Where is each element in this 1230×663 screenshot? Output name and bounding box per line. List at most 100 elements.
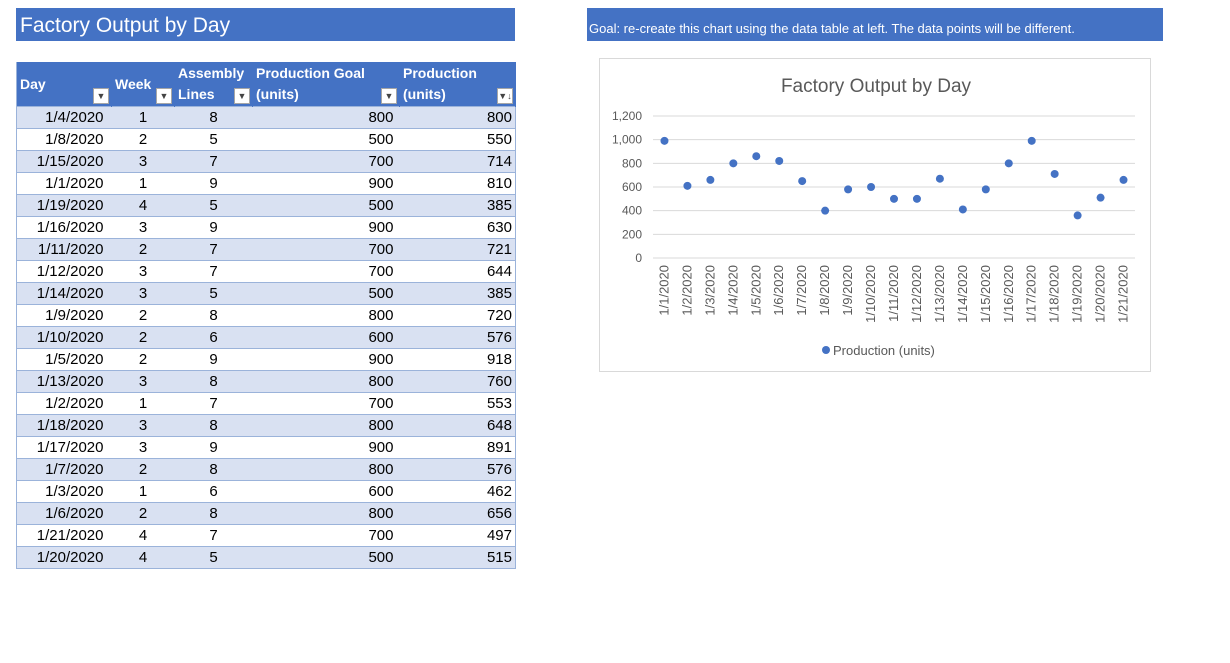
cell-production[interactable]: 800: [399, 106, 516, 129]
cell-day[interactable]: 1/14/2020: [16, 282, 112, 305]
cell-production[interactable]: 515: [399, 546, 516, 569]
cell-assembly-lines[interactable]: 7: [174, 238, 253, 261]
cell-day[interactable]: 1/6/2020: [16, 502, 112, 525]
column-header-day[interactable]: Day ▼: [16, 62, 112, 107]
cell-production[interactable]: 918: [399, 348, 516, 371]
cell-production[interactable]: 553: [399, 392, 516, 415]
cell-week[interactable]: 3: [111, 414, 175, 437]
cell-assembly-lines[interactable]: 6: [174, 326, 253, 349]
cell-production[interactable]: 550: [399, 128, 516, 151]
cell-day[interactable]: 1/19/2020: [16, 194, 112, 217]
cell-production[interactable]: 497: [399, 524, 516, 547]
cell-production-goal[interactable]: 800: [252, 106, 400, 129]
cell-assembly-lines[interactable]: 5: [174, 128, 253, 151]
cell-production[interactable]: 576: [399, 326, 516, 349]
cell-production[interactable]: 462: [399, 480, 516, 503]
cell-week[interactable]: 2: [111, 128, 175, 151]
cell-week[interactable]: 3: [111, 216, 175, 239]
cell-production-goal[interactable]: 900: [252, 348, 400, 371]
cell-production-goal[interactable]: 700: [252, 238, 400, 261]
cell-day[interactable]: 1/7/2020: [16, 458, 112, 481]
cell-production-goal[interactable]: 900: [252, 436, 400, 459]
cell-day[interactable]: 1/2/2020: [16, 392, 112, 415]
cell-production-goal[interactable]: 900: [252, 216, 400, 239]
cell-assembly-lines[interactable]: 9: [174, 172, 253, 195]
cell-week[interactable]: 4: [111, 546, 175, 569]
sort-descending-icon[interactable]: ▼↓: [497, 88, 513, 104]
cell-week[interactable]: 3: [111, 150, 175, 173]
cell-production-goal[interactable]: 500: [252, 194, 400, 217]
cell-production-goal[interactable]: 700: [252, 150, 400, 173]
cell-assembly-lines[interactable]: 7: [174, 150, 253, 173]
cell-assembly-lines[interactable]: 8: [174, 414, 253, 437]
cell-production[interactable]: 810: [399, 172, 516, 195]
cell-assembly-lines[interactable]: 7: [174, 524, 253, 547]
cell-day[interactable]: 1/15/2020: [16, 150, 112, 173]
filter-dropdown-icon[interactable]: ▼: [381, 88, 397, 104]
cell-assembly-lines[interactable]: 8: [174, 458, 253, 481]
cell-assembly-lines[interactable]: 5: [174, 282, 253, 305]
cell-assembly-lines[interactable]: 9: [174, 216, 253, 239]
cell-production-goal[interactable]: 500: [252, 128, 400, 151]
column-header-production[interactable]: Production (units) ▼↓: [399, 62, 516, 107]
filter-dropdown-icon[interactable]: ▼: [156, 88, 172, 104]
chart[interactable]: Factory Output by Day 0 200 400 600 800 1,000 1…: [599, 58, 1151, 372]
filter-dropdown-icon[interactable]: ▼: [234, 88, 250, 104]
cell-day[interactable]: 1/17/2020: [16, 436, 112, 459]
cell-production-goal[interactable]: 600: [252, 326, 400, 349]
cell-week[interactable]: 3: [111, 370, 175, 393]
cell-production[interactable]: 721: [399, 238, 516, 261]
cell-week[interactable]: 3: [111, 436, 175, 459]
cell-assembly-lines[interactable]: 8: [174, 106, 253, 129]
cell-day[interactable]: 1/4/2020: [16, 106, 112, 129]
cell-production-goal[interactable]: 500: [252, 282, 400, 305]
cell-production[interactable]: 644: [399, 260, 516, 283]
column-header-week[interactable]: Week ▼: [111, 62, 175, 107]
cell-day[interactable]: 1/11/2020: [16, 238, 112, 261]
cell-week[interactable]: 2: [111, 458, 175, 481]
cell-assembly-lines[interactable]: 6: [174, 480, 253, 503]
cell-assembly-lines[interactable]: 8: [174, 502, 253, 525]
cell-production-goal[interactable]: 600: [252, 480, 400, 503]
cell-assembly-lines[interactable]: 5: [174, 194, 253, 217]
cell-assembly-lines[interactable]: 8: [174, 304, 253, 327]
cell-week[interactable]: 4: [111, 524, 175, 547]
cell-production-goal[interactable]: 800: [252, 458, 400, 481]
cell-assembly-lines[interactable]: 7: [174, 260, 253, 283]
cell-week[interactable]: 3: [111, 260, 175, 283]
cell-production-goal[interactable]: 800: [252, 502, 400, 525]
cell-day[interactable]: 1/12/2020: [16, 260, 112, 283]
cell-week[interactable]: 1: [111, 480, 175, 503]
cell-day[interactable]: 1/21/2020: [16, 524, 112, 547]
column-header-assembly-lines[interactable]: Assembly Lines ▼: [174, 62, 253, 107]
cell-production[interactable]: 630: [399, 216, 516, 239]
cell-production-goal[interactable]: 700: [252, 392, 400, 415]
cell-day[interactable]: 1/9/2020: [16, 304, 112, 327]
cell-week[interactable]: 2: [111, 502, 175, 525]
cell-week[interactable]: 2: [111, 238, 175, 261]
cell-assembly-lines[interactable]: 9: [174, 436, 253, 459]
cell-assembly-lines[interactable]: 7: [174, 392, 253, 415]
cell-week[interactable]: 3: [111, 282, 175, 305]
cell-production-goal[interactable]: 700: [252, 260, 400, 283]
column-header-production-goal[interactable]: Production Goal (units) ▼: [252, 62, 400, 107]
cell-day[interactable]: 1/8/2020: [16, 128, 112, 151]
cell-production[interactable]: 385: [399, 282, 516, 305]
cell-day[interactable]: 1/5/2020: [16, 348, 112, 371]
cell-day[interactable]: 1/20/2020: [16, 546, 112, 569]
cell-day[interactable]: 1/3/2020: [16, 480, 112, 503]
cell-production-goal[interactable]: 700: [252, 524, 400, 547]
cell-production[interactable]: 656: [399, 502, 516, 525]
cell-week[interactable]: 1: [111, 172, 175, 195]
cell-production[interactable]: 891: [399, 436, 516, 459]
cell-production-goal[interactable]: 900: [252, 172, 400, 195]
cell-production[interactable]: 714: [399, 150, 516, 173]
cell-week[interactable]: 4: [111, 194, 175, 217]
cell-week[interactable]: 1: [111, 392, 175, 415]
cell-production[interactable]: 760: [399, 370, 516, 393]
cell-production-goal[interactable]: 800: [252, 414, 400, 437]
cell-production[interactable]: 576: [399, 458, 516, 481]
cell-day[interactable]: 1/13/2020: [16, 370, 112, 393]
cell-assembly-lines[interactable]: 8: [174, 370, 253, 393]
cell-production-goal[interactable]: 800: [252, 370, 400, 393]
